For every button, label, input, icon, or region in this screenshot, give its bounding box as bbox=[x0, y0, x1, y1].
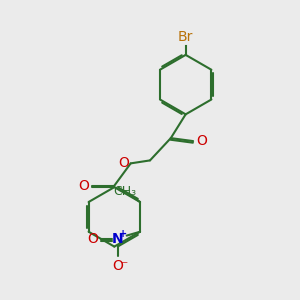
Text: O: O bbox=[78, 179, 89, 193]
Text: N: N bbox=[112, 232, 124, 246]
Text: O: O bbox=[88, 232, 98, 246]
Text: O: O bbox=[196, 134, 207, 148]
Text: Br: Br bbox=[178, 31, 194, 44]
Text: ⁻: ⁻ bbox=[120, 259, 127, 273]
Text: +: + bbox=[119, 229, 127, 239]
Text: O: O bbox=[112, 259, 123, 273]
Text: CH₃: CH₃ bbox=[114, 185, 137, 198]
Text: O: O bbox=[118, 156, 129, 170]
